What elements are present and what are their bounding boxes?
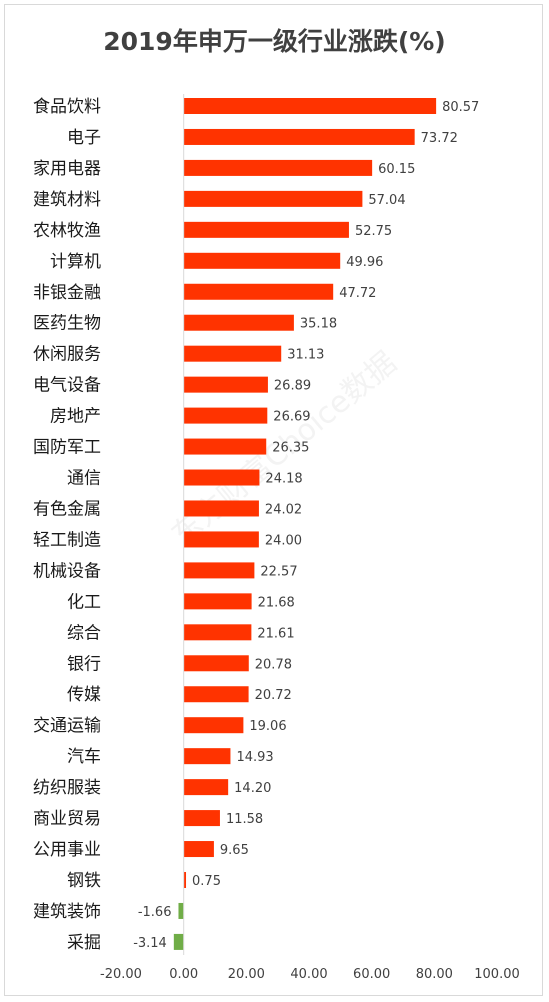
bar-4 <box>183 221 349 238</box>
value-label: 24.00 <box>265 533 302 548</box>
value-label: 80.57 <box>442 100 479 115</box>
category-label: 农林牧渔 <box>33 221 101 241</box>
bar-14 <box>183 531 259 548</box>
value-label: 19.06 <box>249 719 286 734</box>
value-label: 21.61 <box>257 626 294 641</box>
category-label: 通信 <box>67 469 101 489</box>
category-label: 汽车 <box>67 747 101 767</box>
bar-15 <box>183 562 255 579</box>
x-tick-label: 40.00 <box>290 967 327 982</box>
category-label: 轻工制造 <box>33 530 101 550</box>
bar-11 <box>183 438 267 455</box>
value-label: 22.57 <box>260 564 297 579</box>
category-label: 电气设备 <box>33 376 101 396</box>
value-label: 52.75 <box>355 224 392 239</box>
bar-2 <box>183 159 373 176</box>
value-label: 47.72 <box>339 286 376 301</box>
bar-12 <box>183 469 260 486</box>
bar-0 <box>183 98 437 114</box>
bar-25 <box>183 872 187 888</box>
chart-title: 2019年申万一级行业涨跌(%) <box>103 27 446 56</box>
x-tick-label: -20.00 <box>100 967 142 982</box>
bar-9 <box>183 376 268 393</box>
value-label: 60.15 <box>378 162 415 177</box>
value-label: -1.66 <box>138 905 172 920</box>
category-label: 休闲服务 <box>33 345 101 365</box>
bar-10 <box>183 407 268 424</box>
bar-6 <box>183 283 334 300</box>
labels-layer: 食品饮料 80.57 电子 73.72 家用电器 60.15 建筑材料 57.04 农林牧渔 52… <box>33 97 479 953</box>
category-label: 钢铁 <box>67 871 101 891</box>
value-label: 26.69 <box>273 410 310 425</box>
value-label: 14.20 <box>234 781 271 796</box>
category-label: 家用电器 <box>33 159 101 179</box>
category-label: 建筑材料 <box>33 190 101 210</box>
value-label: 24.02 <box>265 502 302 517</box>
x-tick-label: 60.00 <box>353 967 390 982</box>
category-label: 交通运输 <box>33 716 101 736</box>
value-label: 26.89 <box>274 379 311 394</box>
bar-18 <box>183 655 249 672</box>
category-label: 非银金融 <box>33 283 101 303</box>
category-label: 食品饮料 <box>33 97 101 117</box>
value-label: 11.58 <box>226 812 263 827</box>
value-label: 21.68 <box>258 595 295 610</box>
bar-22 <box>183 779 229 796</box>
value-label: 14.93 <box>236 750 273 765</box>
value-label: 0.75 <box>192 874 221 889</box>
value-label: 20.72 <box>255 688 292 703</box>
x-tick-label: 0.00 <box>169 967 198 982</box>
category-label: 机械设备 <box>33 561 101 581</box>
category-label: 有色金属 <box>33 499 101 519</box>
bars-layer <box>173 98 437 950</box>
x-tick-label: 80.00 <box>416 967 453 982</box>
value-label: 20.78 <box>255 657 292 672</box>
x-tick-label: 20.00 <box>228 967 265 982</box>
bar-7 <box>183 314 294 331</box>
bar-17 <box>183 624 252 641</box>
bar-3 <box>183 190 363 207</box>
category-label: 国防军工 <box>33 438 101 458</box>
value-label: 35.18 <box>300 317 337 332</box>
value-label: 57.04 <box>368 193 405 208</box>
value-label: 49.96 <box>346 255 383 270</box>
category-label: 公用事业 <box>33 840 101 860</box>
category-label: 纺织服装 <box>33 778 101 798</box>
bar-24 <box>183 841 214 858</box>
bar-21 <box>183 748 231 765</box>
category-label: 传媒 <box>67 685 101 705</box>
bar-27 <box>173 933 184 950</box>
category-label: 化工 <box>67 592 101 612</box>
value-label: 26.35 <box>272 441 309 456</box>
value-label: -3.14 <box>133 936 167 951</box>
bar-5 <box>183 252 341 269</box>
category-label: 采掘 <box>67 933 101 953</box>
category-label: 医药生物 <box>33 314 101 334</box>
value-label: 73.72 <box>421 131 458 146</box>
category-label: 商业贸易 <box>33 809 101 829</box>
bar-8 <box>183 345 282 362</box>
x-axis: -20.00 0.00 20.00 40.00 60.00 80.00 100.00 <box>100 94 520 982</box>
category-label: 银行 <box>67 654 101 674</box>
value-label: 31.13 <box>287 348 324 363</box>
value-label: 9.65 <box>220 843 249 858</box>
bar-20 <box>183 717 244 734</box>
bar-13 <box>183 500 259 517</box>
bar-1 <box>183 128 415 145</box>
bar-19 <box>183 686 249 703</box>
value-label: 24.18 <box>265 472 302 487</box>
bar-16 <box>183 593 252 610</box>
category-label: 计算机 <box>50 252 101 272</box>
bar-26 <box>178 902 184 919</box>
category-label: 房地产 <box>50 407 101 427</box>
category-label: 电子 <box>67 128 101 148</box>
bar-23 <box>183 810 220 827</box>
category-label: 建筑装饰 <box>33 902 101 922</box>
x-tick-label: 100.00 <box>474 967 520 982</box>
category-label: 综合 <box>67 623 101 643</box>
